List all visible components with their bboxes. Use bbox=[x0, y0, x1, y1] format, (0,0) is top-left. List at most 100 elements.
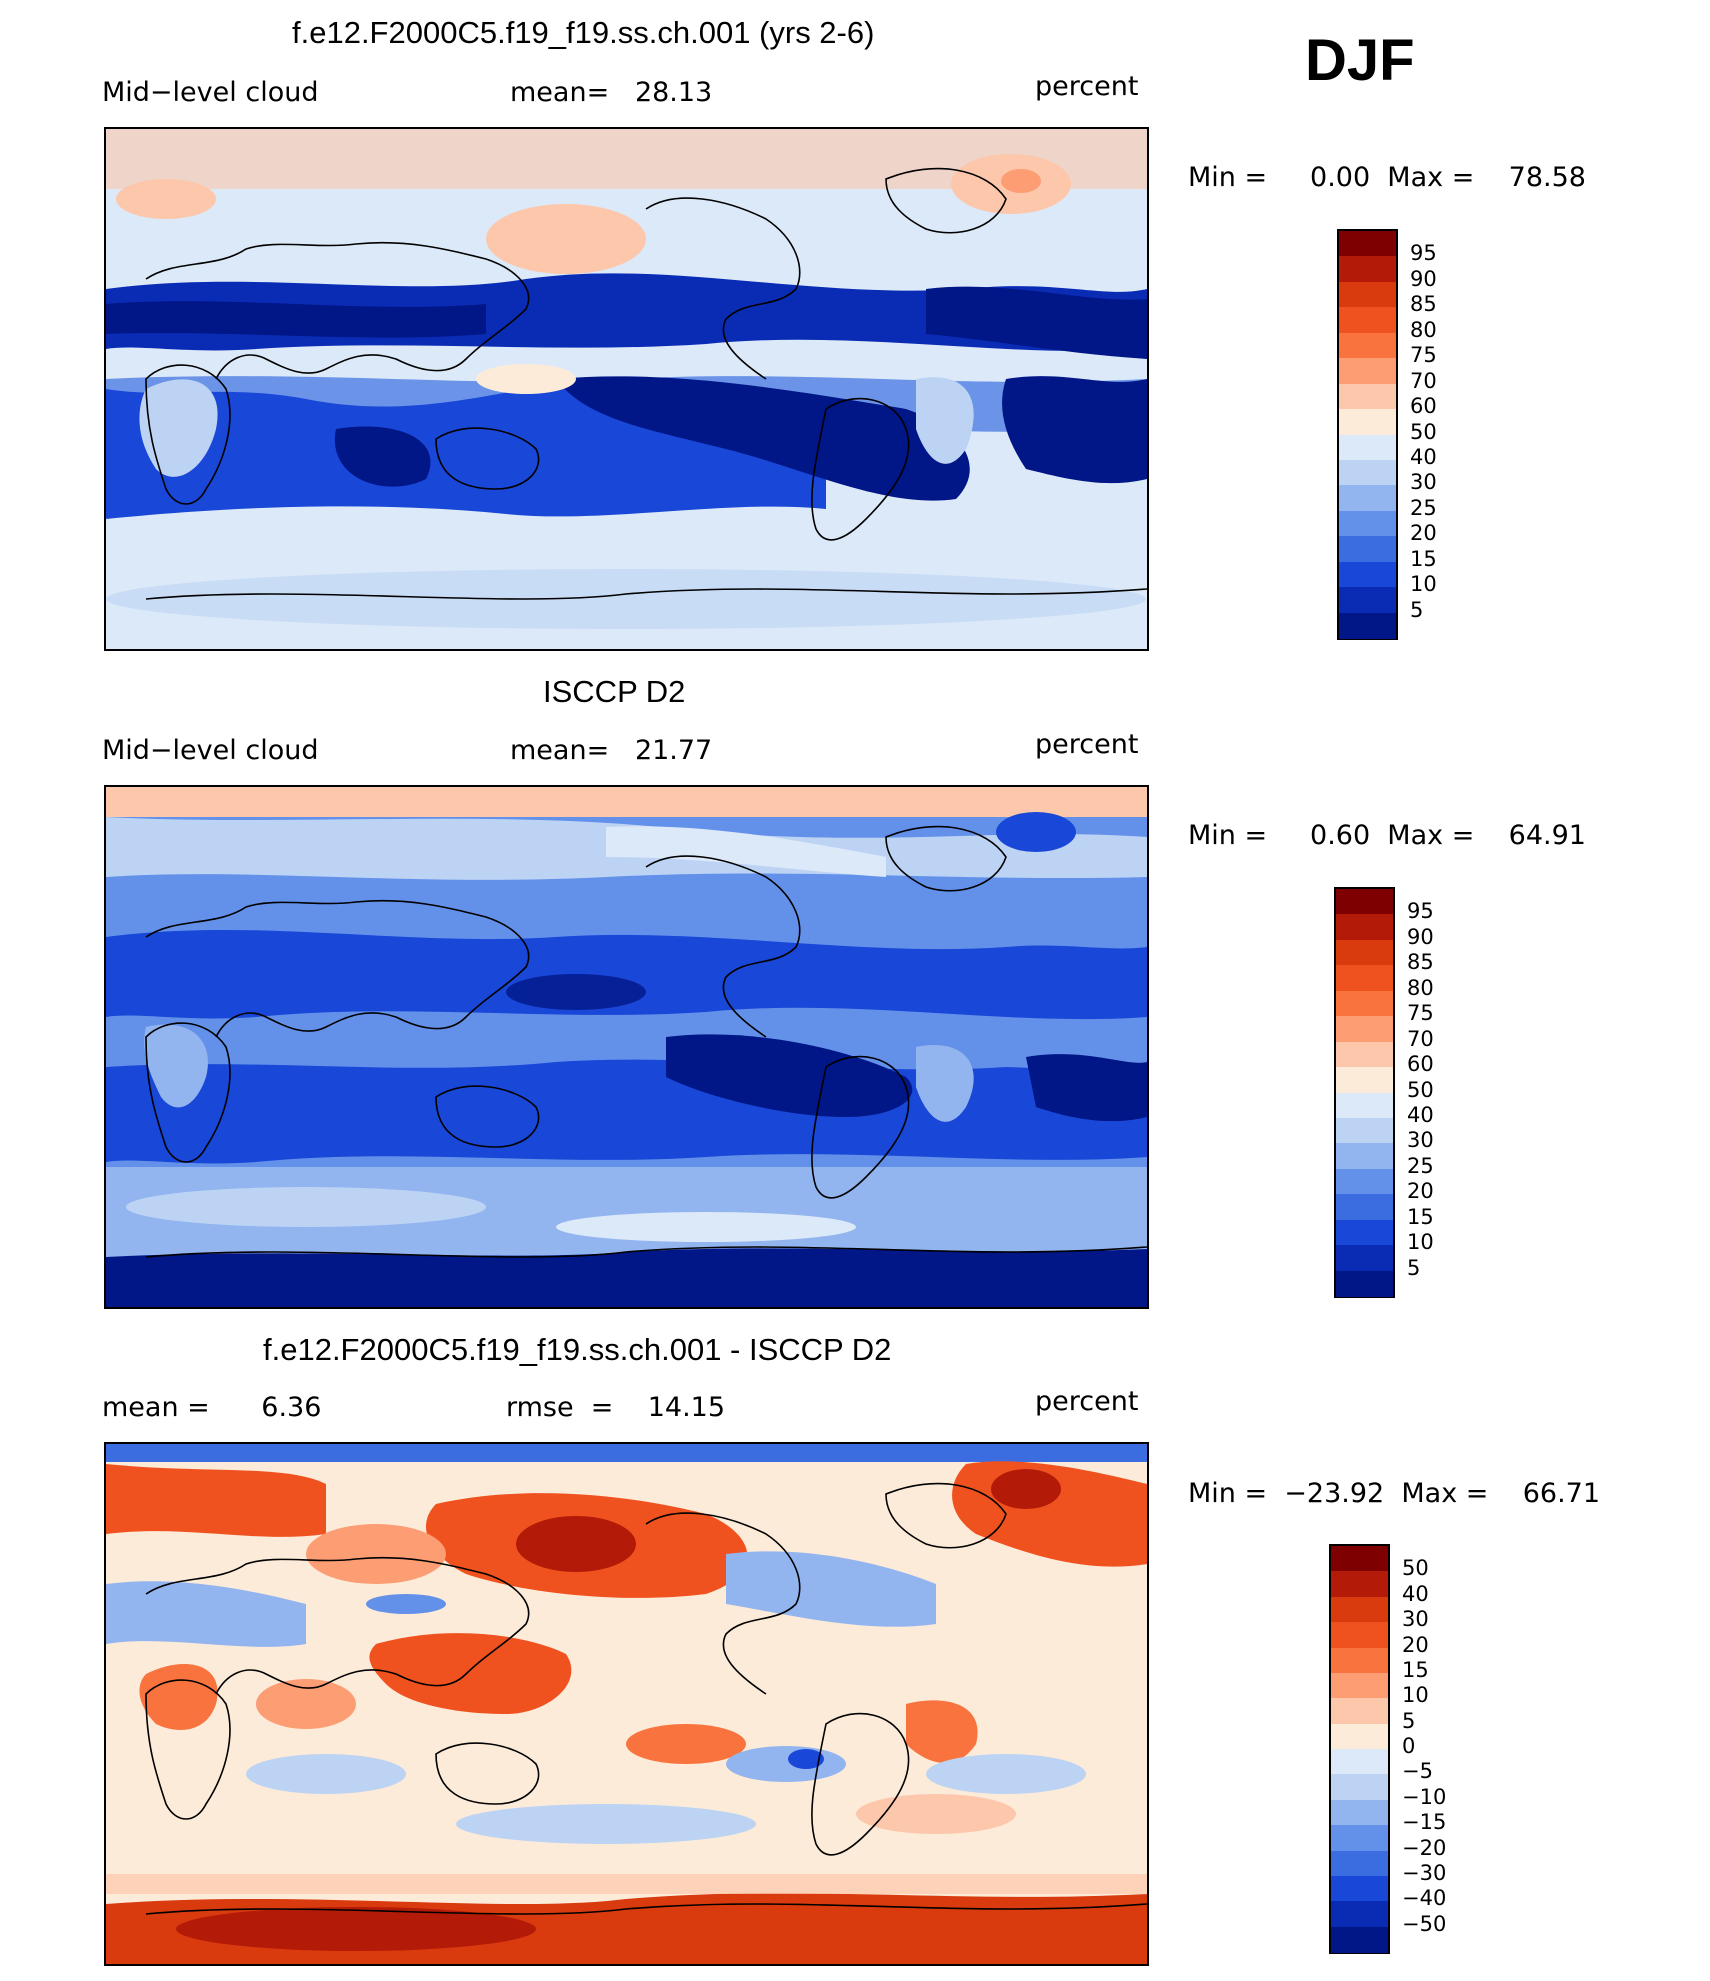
colorbar-segment bbox=[1331, 1901, 1388, 1928]
panel2-title: ISCCP D2 bbox=[543, 674, 686, 709]
colorbar-segment bbox=[1331, 1723, 1388, 1750]
panel3-title: f.e12.F2000C5.f19_f19.ss.ch.001 - ISCCP … bbox=[263, 1332, 892, 1367]
colorbar-tick-label: −50 bbox=[1402, 1911, 1447, 1936]
colorbar-segment bbox=[1339, 231, 1396, 257]
panel2-map bbox=[104, 785, 1149, 1309]
colorbar-segment bbox=[1339, 587, 1396, 614]
colorbar-tick-label: 15 bbox=[1402, 1657, 1429, 1682]
panel2-colorbar bbox=[1334, 887, 1395, 1298]
colorbar-tick-label: 40 bbox=[1402, 1581, 1429, 1606]
colorbar-tick-label: 30 bbox=[1407, 1128, 1434, 1153]
colorbar-segment bbox=[1331, 1825, 1388, 1851]
colorbar-segment bbox=[1339, 510, 1396, 537]
colorbar-segment bbox=[1339, 256, 1396, 283]
colorbar-segment bbox=[1339, 281, 1396, 308]
colorbar-segment bbox=[1331, 1571, 1388, 1598]
colorbar-tick-label: 10 bbox=[1410, 572, 1437, 597]
colorbar-tick-label: 5 bbox=[1402, 1708, 1416, 1733]
colorbar-tick-label: 15 bbox=[1407, 1204, 1434, 1229]
panel2-units-label: percent bbox=[1035, 729, 1139, 760]
colorbar-segment bbox=[1339, 332, 1396, 359]
colorbar-segment bbox=[1331, 1799, 1388, 1826]
colorbar-segment bbox=[1336, 1117, 1393, 1144]
panel3-minmax: Min = −23.92 Max = 66.71 bbox=[1188, 1478, 1601, 1509]
colorbar-tick-label: 95 bbox=[1410, 241, 1437, 266]
panel3-rmse-label: rmse = 14.15 bbox=[506, 1392, 726, 1423]
panel1-mean-label: mean= 28.13 bbox=[510, 77, 713, 108]
panel1-map bbox=[104, 127, 1149, 651]
colorbar-tick-label: −5 bbox=[1402, 1759, 1433, 1784]
colorbar-tick-label: 85 bbox=[1407, 950, 1434, 975]
colorbar-segment bbox=[1336, 914, 1393, 941]
panel1-minmax: Min = 0.00 Max = 78.58 bbox=[1188, 162, 1586, 193]
colorbar-tick-label: −20 bbox=[1402, 1835, 1447, 1860]
colorbar-segment bbox=[1336, 990, 1393, 1017]
colorbar-tick-label: 60 bbox=[1407, 1052, 1434, 1077]
panel1-map-svg bbox=[106, 129, 1147, 649]
colorbar-tick-label: −40 bbox=[1402, 1886, 1447, 1911]
colorbar-tick-label: 30 bbox=[1410, 470, 1437, 495]
colorbar-tick-label: 70 bbox=[1407, 1026, 1434, 1051]
colorbar-segment bbox=[1331, 1698, 1388, 1725]
colorbar-segment bbox=[1339, 358, 1396, 385]
panel1-title: f.e12.F2000C5.f19_f19.ss.ch.001 (yrs 2-6… bbox=[292, 15, 875, 50]
colorbar-segment bbox=[1331, 1926, 1388, 1953]
colorbar-segment bbox=[1339, 612, 1396, 639]
colorbar-segment bbox=[1339, 485, 1396, 512]
colorbar-segment bbox=[1331, 1774, 1388, 1801]
panel2-mean-label: mean= 21.77 bbox=[510, 735, 713, 766]
panel2-map-svg bbox=[106, 787, 1147, 1307]
colorbar-segment bbox=[1336, 1067, 1393, 1093]
colorbar-tick-label: 75 bbox=[1407, 1001, 1434, 1026]
panel3-mean-label: mean = 6.36 bbox=[102, 1392, 322, 1423]
colorbar-segment bbox=[1336, 965, 1393, 992]
panel3-units-label: percent bbox=[1035, 1386, 1139, 1417]
colorbar-tick-label: 20 bbox=[1407, 1179, 1434, 1204]
colorbar-segment bbox=[1336, 1219, 1393, 1246]
panel1-units-label: percent bbox=[1035, 71, 1139, 102]
colorbar-segment bbox=[1339, 409, 1396, 435]
colorbar-segment bbox=[1339, 561, 1396, 588]
colorbar-segment bbox=[1331, 1647, 1388, 1674]
colorbar-tick-label: 50 bbox=[1410, 419, 1437, 444]
panel1-colorbar bbox=[1337, 229, 1398, 640]
colorbar-tick-label: 80 bbox=[1410, 317, 1437, 342]
colorbar-tick-label: 5 bbox=[1410, 597, 1424, 622]
colorbar-tick-label: 60 bbox=[1410, 394, 1437, 419]
colorbar-tick-label: 90 bbox=[1407, 924, 1434, 949]
colorbar-tick-label: 30 bbox=[1402, 1607, 1429, 1632]
colorbar-segment bbox=[1331, 1875, 1388, 1902]
colorbar-tick-label: −30 bbox=[1402, 1860, 1447, 1885]
colorbar-segment bbox=[1331, 1596, 1388, 1623]
panel2-minmax: Min = 0.60 Max = 64.91 bbox=[1188, 820, 1586, 851]
panel3-map-svg bbox=[106, 1444, 1147, 1964]
colorbar-tick-label: 50 bbox=[1402, 1556, 1429, 1581]
colorbar-tick-label: 70 bbox=[1410, 368, 1437, 393]
colorbar-segment bbox=[1331, 1672, 1388, 1699]
colorbar-segment bbox=[1336, 1168, 1393, 1195]
colorbar-tick-label: 90 bbox=[1410, 266, 1437, 291]
colorbar-segment bbox=[1336, 1092, 1393, 1119]
colorbar-segment bbox=[1339, 536, 1396, 563]
colorbar-tick-label: 75 bbox=[1410, 343, 1437, 368]
colorbar-tick-label: 50 bbox=[1407, 1077, 1434, 1102]
colorbar-segment bbox=[1339, 307, 1396, 334]
season-label: DJF bbox=[1305, 28, 1415, 93]
colorbar-segment bbox=[1339, 459, 1396, 486]
colorbar-segment bbox=[1331, 1749, 1388, 1775]
colorbar-segment bbox=[1339, 383, 1396, 410]
colorbar-segment bbox=[1331, 1546, 1388, 1572]
colorbar-tick-label: 20 bbox=[1410, 521, 1437, 546]
colorbar-segment bbox=[1336, 1016, 1393, 1043]
colorbar-tick-label: −10 bbox=[1402, 1784, 1447, 1809]
colorbar-tick-label: 10 bbox=[1407, 1230, 1434, 1255]
colorbar-segment bbox=[1331, 1850, 1388, 1877]
colorbar-tick-label: 40 bbox=[1407, 1102, 1434, 1127]
colorbar-segment bbox=[1336, 1270, 1393, 1297]
panel2-variable-label: Mid−level cloud bbox=[102, 735, 319, 766]
colorbar-tick-label: 85 bbox=[1410, 292, 1437, 317]
colorbar-segment bbox=[1336, 889, 1393, 915]
colorbar-segment bbox=[1336, 1041, 1393, 1068]
colorbar-segment bbox=[1336, 1143, 1393, 1170]
panel3-colorbar bbox=[1329, 1544, 1390, 1954]
